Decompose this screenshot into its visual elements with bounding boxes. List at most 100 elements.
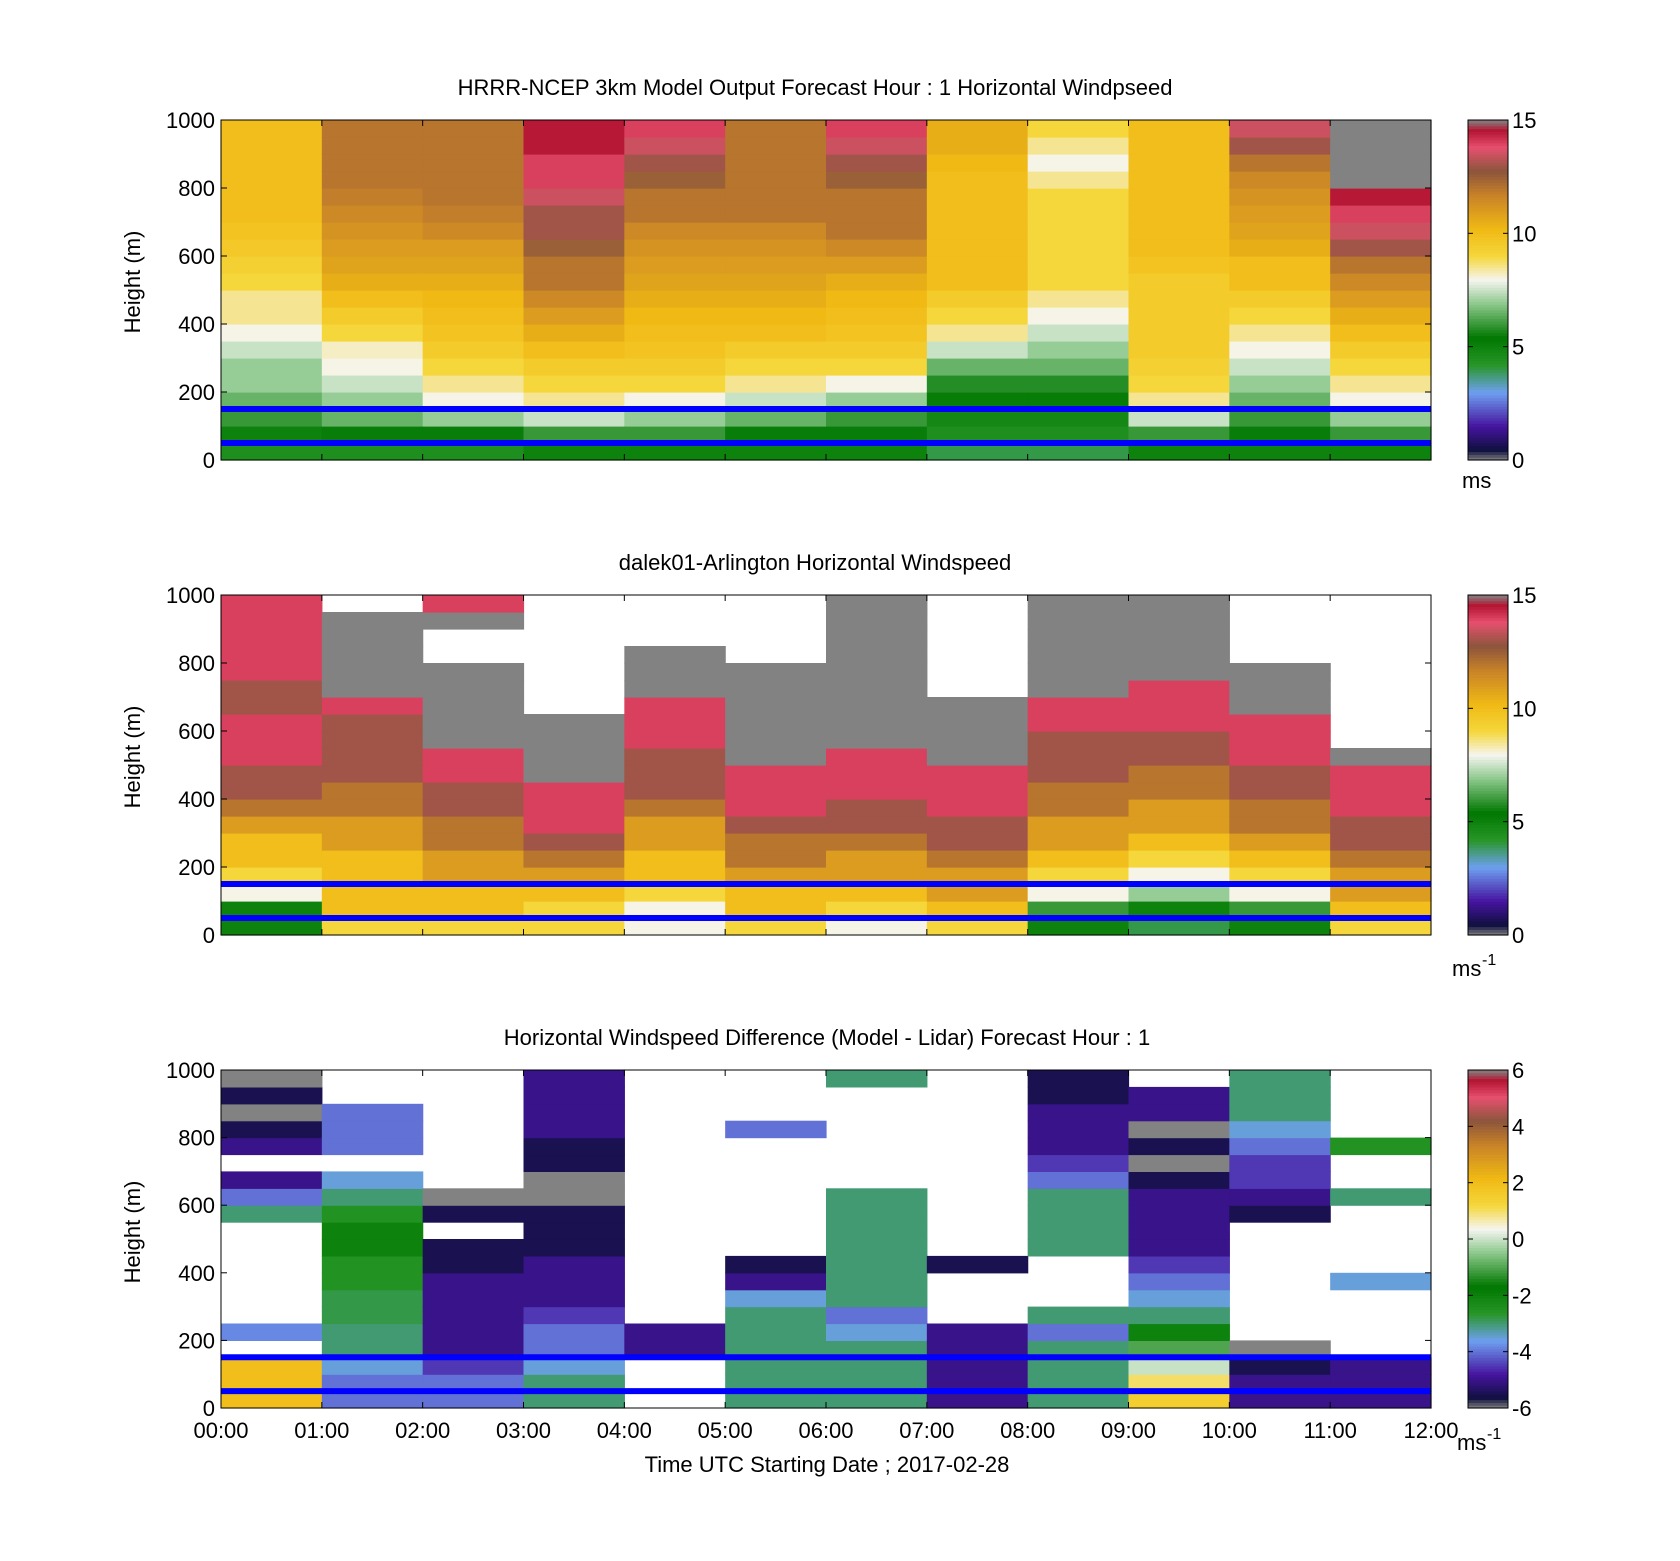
heatmap-cell	[523, 426, 625, 444]
heatmap-cell	[523, 154, 625, 172]
heatmap-cell	[523, 358, 625, 376]
heatmap-cell	[523, 120, 625, 138]
heatmap-cell	[1229, 256, 1331, 274]
heatmap-cell	[422, 324, 525, 342]
heatmap-cell	[221, 307, 323, 325]
heatmap-cell	[624, 239, 726, 257]
colorbar-segment	[1468, 205, 1508, 209]
heatmap-cell	[422, 884, 525, 902]
heatmap-cell	[1229, 765, 1331, 783]
heatmap-cell	[1229, 239, 1331, 257]
heatmap-cell	[1027, 1120, 1130, 1139]
colorbar-segment	[1468, 434, 1508, 438]
heatmap-cell	[523, 748, 625, 766]
heatmap-cell	[1330, 426, 1432, 444]
heatmap-cell	[624, 358, 726, 376]
heatmap-cell	[624, 120, 726, 138]
heatmap-cell	[725, 1323, 827, 1341]
heatmap-cell	[624, 918, 726, 936]
heatmap-cell	[1027, 1188, 1130, 1206]
colorbar-segment	[1468, 600, 1508, 605]
heatmap-cell	[926, 782, 1029, 800]
colorbar-segment	[1468, 326, 1508, 331]
heatmap-cell	[321, 680, 424, 698]
colorbar-segment	[1468, 137, 1508, 141]
colorbar-segment	[1468, 352, 1508, 356]
heatmap-cell	[1027, 680, 1130, 698]
heatmap-cell	[725, 239, 827, 257]
heatmap-cell	[523, 205, 625, 223]
colorbar-segment	[1468, 210, 1508, 215]
colorbar-segment	[1468, 156, 1508, 161]
heatmap-cell	[321, 409, 424, 427]
heatmap-cell	[321, 1137, 424, 1156]
heatmap-cell	[1027, 273, 1130, 291]
colorbar-segment	[1468, 773, 1508, 777]
heatmap-cell	[725, 1357, 827, 1375]
colorbar-segment	[1468, 1340, 1508, 1344]
colorbar-segment	[1468, 680, 1508, 684]
heatmap-cell	[725, 850, 827, 868]
colorbar-segment	[1468, 677, 1508, 681]
colorbar-segment	[1468, 626, 1508, 630]
colorbar-segment	[1468, 606, 1508, 610]
heatmap-cell	[624, 901, 726, 919]
heatmap-cell	[1229, 154, 1331, 172]
colorbar-segment	[1468, 1106, 1508, 1111]
colorbar-segment	[1468, 298, 1508, 302]
heatmap-cell	[1128, 1374, 1230, 1392]
heatmap-cell	[1128, 409, 1230, 427]
heatmap-cell	[725, 1120, 827, 1139]
heatmap-cell	[1027, 341, 1130, 359]
heatmap-cell	[926, 137, 1029, 155]
heatmap-cell	[221, 918, 323, 936]
colorbar-segment	[1468, 267, 1508, 271]
colorbar-segment	[1468, 1168, 1508, 1172]
y-tick-label: 1000	[166, 1058, 215, 1083]
heatmap-cell	[926, 443, 1029, 461]
colorbar-segment	[1468, 929, 1508, 933]
colorbar-segment	[1468, 753, 1508, 758]
heatmap-cell	[926, 1374, 1029, 1392]
colorbar-segment	[1468, 682, 1508, 687]
heatmap-cell	[1027, 1086, 1130, 1105]
heatmap-cell	[826, 205, 928, 223]
colorbar-segment	[1468, 154, 1508, 158]
heatmap-cell	[1027, 731, 1130, 749]
heatmap-cell	[1128, 1255, 1230, 1274]
colorbar-segment	[1468, 909, 1508, 913]
heatmap-cell	[1330, 765, 1432, 783]
heatmap-cell	[826, 324, 928, 342]
heatmap-cell	[1027, 222, 1130, 240]
heatmap-cell	[1330, 850, 1432, 868]
heatmap-cell	[1229, 850, 1331, 868]
heatmap-cell	[221, 731, 323, 749]
colorbar-segment	[1468, 1253, 1508, 1257]
heatmap-cell	[826, 867, 928, 885]
heatmap-cell	[1027, 392, 1130, 410]
heatmap-cell	[1128, 697, 1230, 715]
heatmap-cell	[624, 714, 726, 732]
heatmap-cell	[1027, 612, 1130, 630]
colorbar-segment	[1468, 1385, 1508, 1389]
heatmap-cell	[1229, 205, 1331, 223]
heatmap-cell	[926, 1255, 1029, 1274]
colorbar-segment	[1468, 1348, 1508, 1353]
heatmap-cell	[1330, 901, 1432, 919]
colorbar-tick-label: 15	[1512, 583, 1536, 608]
heatmap-cell	[321, 782, 424, 800]
heatmap-cell	[926, 341, 1029, 359]
heatmap-cell	[1330, 918, 1432, 936]
colorbar-segment	[1468, 318, 1508, 322]
colorbar-segment	[1468, 131, 1508, 135]
heatmap-cell	[826, 1323, 928, 1341]
colorbar-segment	[1468, 253, 1508, 257]
colorbar-segment	[1468, 895, 1508, 899]
heatmap-cell	[1229, 290, 1331, 308]
x-tick-label: 05:00	[698, 1418, 753, 1443]
colorbar-segment	[1468, 1072, 1508, 1077]
heatmap-cell	[321, 697, 424, 715]
colorbar-segment	[1468, 258, 1508, 263]
y-tick-label: 400	[178, 787, 215, 812]
heatmap-cell	[624, 273, 726, 291]
